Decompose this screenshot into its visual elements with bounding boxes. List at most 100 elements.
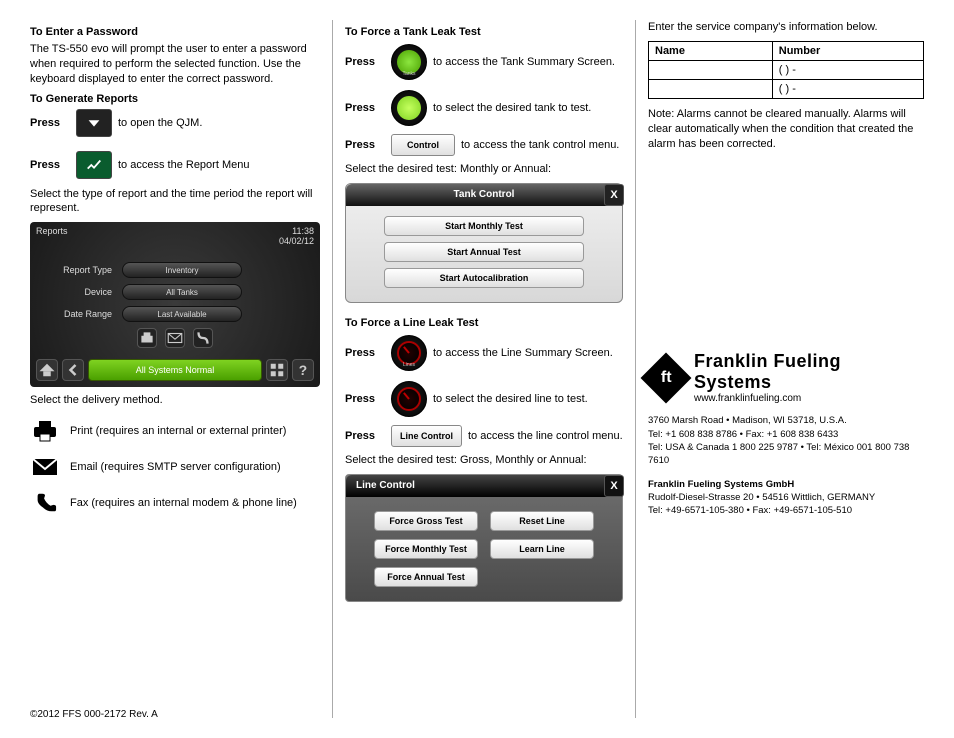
rs-row-label: Device bbox=[42, 287, 112, 297]
lines-icon[interactable]: Lines bbox=[391, 335, 427, 371]
panel-button[interactable]: Start Annual Test bbox=[384, 242, 584, 262]
apps-icon[interactable] bbox=[266, 359, 288, 381]
line-summary-text: to access the Line Summary Screen. bbox=[433, 347, 613, 359]
logo-icon: ft bbox=[641, 352, 692, 403]
delivery-print-label: Print (requires an internal or external … bbox=[70, 425, 286, 437]
tank-control-text: to access the tank control menu. bbox=[461, 139, 619, 151]
column-2: To Force a Tank Leak Test Press Tanks to… bbox=[333, 20, 636, 718]
tank-test-title: To Force a Tank Leak Test bbox=[345, 26, 623, 38]
logo-row: ft Franklin Fueling Systems www.franklin… bbox=[648, 351, 924, 404]
column-1: To Enter a Password The TS-550 evo will … bbox=[18, 20, 333, 718]
line-control-text: to access the line control menu. bbox=[468, 430, 623, 442]
addr-line: Tel: +49-6571-105-380 • Fax: +49-6571-10… bbox=[648, 504, 924, 517]
password-title: To Enter a Password bbox=[30, 26, 320, 38]
print-mini-icon[interactable] bbox=[137, 328, 157, 348]
rs-date: 04/02/12 bbox=[279, 236, 314, 246]
addr-line: Rudolf-Diesel-Strasse 20 • 54516 Wittlic… bbox=[648, 491, 924, 504]
tank-summary-row: Press Tanks to access the Tank Summary S… bbox=[345, 42, 623, 82]
address-usa: 3760 Marsh Road • Madison, WI 53718, U.S… bbox=[648, 414, 924, 467]
line-control-button[interactable]: Line Control bbox=[391, 425, 462, 447]
press-label: Press bbox=[345, 430, 385, 442]
addr-title: Franklin Fueling Systems GmbH bbox=[648, 478, 924, 491]
qjm-dropdown-icon[interactable] bbox=[76, 109, 112, 137]
service-name-cell[interactable] bbox=[649, 60, 773, 79]
rs-row-label: Date Range bbox=[42, 309, 112, 319]
panel-button[interactable]: Start Autocalibration bbox=[384, 268, 584, 288]
panel-button[interactable]: Force Monthly Test bbox=[374, 539, 478, 559]
select-type-text: Select the type of report and the time p… bbox=[30, 187, 320, 217]
press-label: Press bbox=[345, 139, 385, 151]
line-select-icon[interactable] bbox=[391, 381, 427, 417]
close-icon[interactable]: X bbox=[604, 184, 624, 206]
press-label: Press bbox=[345, 393, 385, 405]
service-name-cell[interactable] bbox=[649, 79, 773, 98]
tank-control-row: Press Control to access the tank control… bbox=[345, 134, 623, 156]
delivery-fax: Fax (requires an internal modem & phone … bbox=[30, 490, 320, 516]
service-number-cell[interactable]: ( ) - bbox=[772, 60, 923, 79]
envelope-icon bbox=[30, 454, 60, 480]
select-delivery-text: Select the delivery method. bbox=[30, 393, 320, 408]
panel-button[interactable]: Learn Line bbox=[490, 539, 594, 559]
press-label: Press bbox=[345, 347, 385, 359]
service-intro: Enter the service company's information … bbox=[648, 20, 924, 35]
address-germany: Franklin Fueling Systems GmbH Rudolf-Die… bbox=[648, 478, 924, 518]
delivery-email: Email (requires SMTP server configuratio… bbox=[30, 454, 320, 480]
line-summary-row: Press Lines to access the Line Summary S… bbox=[345, 333, 623, 373]
phone-icon bbox=[30, 490, 60, 516]
line-control-row: Press Line Control to access the line co… bbox=[345, 425, 623, 447]
tanks-icon[interactable]: Tanks bbox=[391, 44, 427, 80]
close-icon[interactable]: X bbox=[604, 475, 624, 497]
logo-url: www.franklinfueling.com bbox=[694, 393, 924, 404]
alarm-note: Note: Alarms cannot be cleared manually.… bbox=[648, 107, 924, 152]
printer-icon bbox=[30, 418, 60, 444]
addr-line: Tel: USA & Canada 1 800 225 9787 • Tel: … bbox=[648, 441, 924, 468]
fax-mini-icon[interactable] bbox=[193, 328, 213, 348]
select-tank-text: to select the desired tank to test. bbox=[433, 102, 591, 114]
tank-control-panel: Tank Control X Start Monthly Test Start … bbox=[345, 183, 623, 303]
panel-button[interactable]: Force Gross Test bbox=[374, 511, 478, 531]
column-3: Enter the service company's information … bbox=[636, 20, 936, 718]
panel-button[interactable]: Reset Line bbox=[490, 511, 594, 531]
service-number-cell[interactable]: ( ) - bbox=[772, 79, 923, 98]
line-control-panel: Line Control X Force Gross Test Reset Li… bbox=[345, 474, 623, 602]
tank-summary-text: to access the Tank Summary Screen. bbox=[433, 56, 615, 68]
select-line-test-text: Select the desired test: Gross, Monthly … bbox=[345, 453, 623, 468]
delivery-email-label: Email (requires SMTP server configuratio… bbox=[70, 461, 281, 473]
email-mini-icon[interactable] bbox=[165, 328, 185, 348]
press-label: Press bbox=[345, 56, 385, 68]
rs-row-value[interactable]: Inventory bbox=[122, 262, 242, 278]
panel-button[interactable]: Force Annual Test bbox=[374, 567, 478, 587]
logo-text: Franklin Fueling Systems bbox=[694, 351, 924, 393]
delivery-print: Print (requires an internal or external … bbox=[30, 418, 320, 444]
select-line-text: to select the desired line to test. bbox=[433, 393, 588, 405]
tank-select-icon[interactable] bbox=[391, 90, 427, 126]
rs-time: 11:38 bbox=[292, 226, 314, 236]
addr-line: 3760 Marsh Road • Madison, WI 53718, U.S… bbox=[648, 414, 924, 427]
panel-button[interactable]: Start Monthly Test bbox=[384, 216, 584, 236]
line-test-title: To Force a Line Leak Test bbox=[345, 317, 623, 329]
select-line-row: Press to select the desired line to test… bbox=[345, 379, 623, 419]
password-body: The TS-550 evo will prompt the user to e… bbox=[30, 42, 320, 87]
select-tank-row: Press to select the desired tank to test… bbox=[345, 88, 623, 128]
press-qjm-row: Press to open the QJM. bbox=[30, 109, 320, 137]
access-report-text: to access the Report Menu bbox=[118, 159, 249, 171]
press-label: Press bbox=[30, 117, 70, 129]
help-icon[interactable]: ? bbox=[292, 359, 314, 381]
service-table: Name Number ( ) - ( ) - bbox=[648, 41, 924, 99]
rs-row-value[interactable]: Last Available bbox=[122, 306, 242, 322]
table-header: Name bbox=[649, 41, 773, 60]
rs-title: Reports bbox=[36, 226, 68, 246]
status-bar[interactable]: All Systems Normal bbox=[88, 359, 262, 381]
panel-header-text: Tank Control bbox=[454, 189, 515, 200]
press-label: Press bbox=[345, 102, 385, 114]
open-qjm-text: to open the QJM. bbox=[118, 117, 202, 129]
back-icon[interactable] bbox=[62, 359, 84, 381]
home-icon[interactable] bbox=[36, 359, 58, 381]
control-button[interactable]: Control bbox=[391, 134, 455, 156]
report-menu-icon[interactable] bbox=[76, 151, 112, 179]
reports-title: To Generate Reports bbox=[30, 93, 320, 105]
table-header: Number bbox=[772, 41, 923, 60]
rs-row-label: Report Type bbox=[42, 265, 112, 275]
rs-row-value[interactable]: All Tanks bbox=[122, 284, 242, 300]
copyright: ©2012 FFS 000-2172 Rev. A bbox=[30, 709, 158, 720]
